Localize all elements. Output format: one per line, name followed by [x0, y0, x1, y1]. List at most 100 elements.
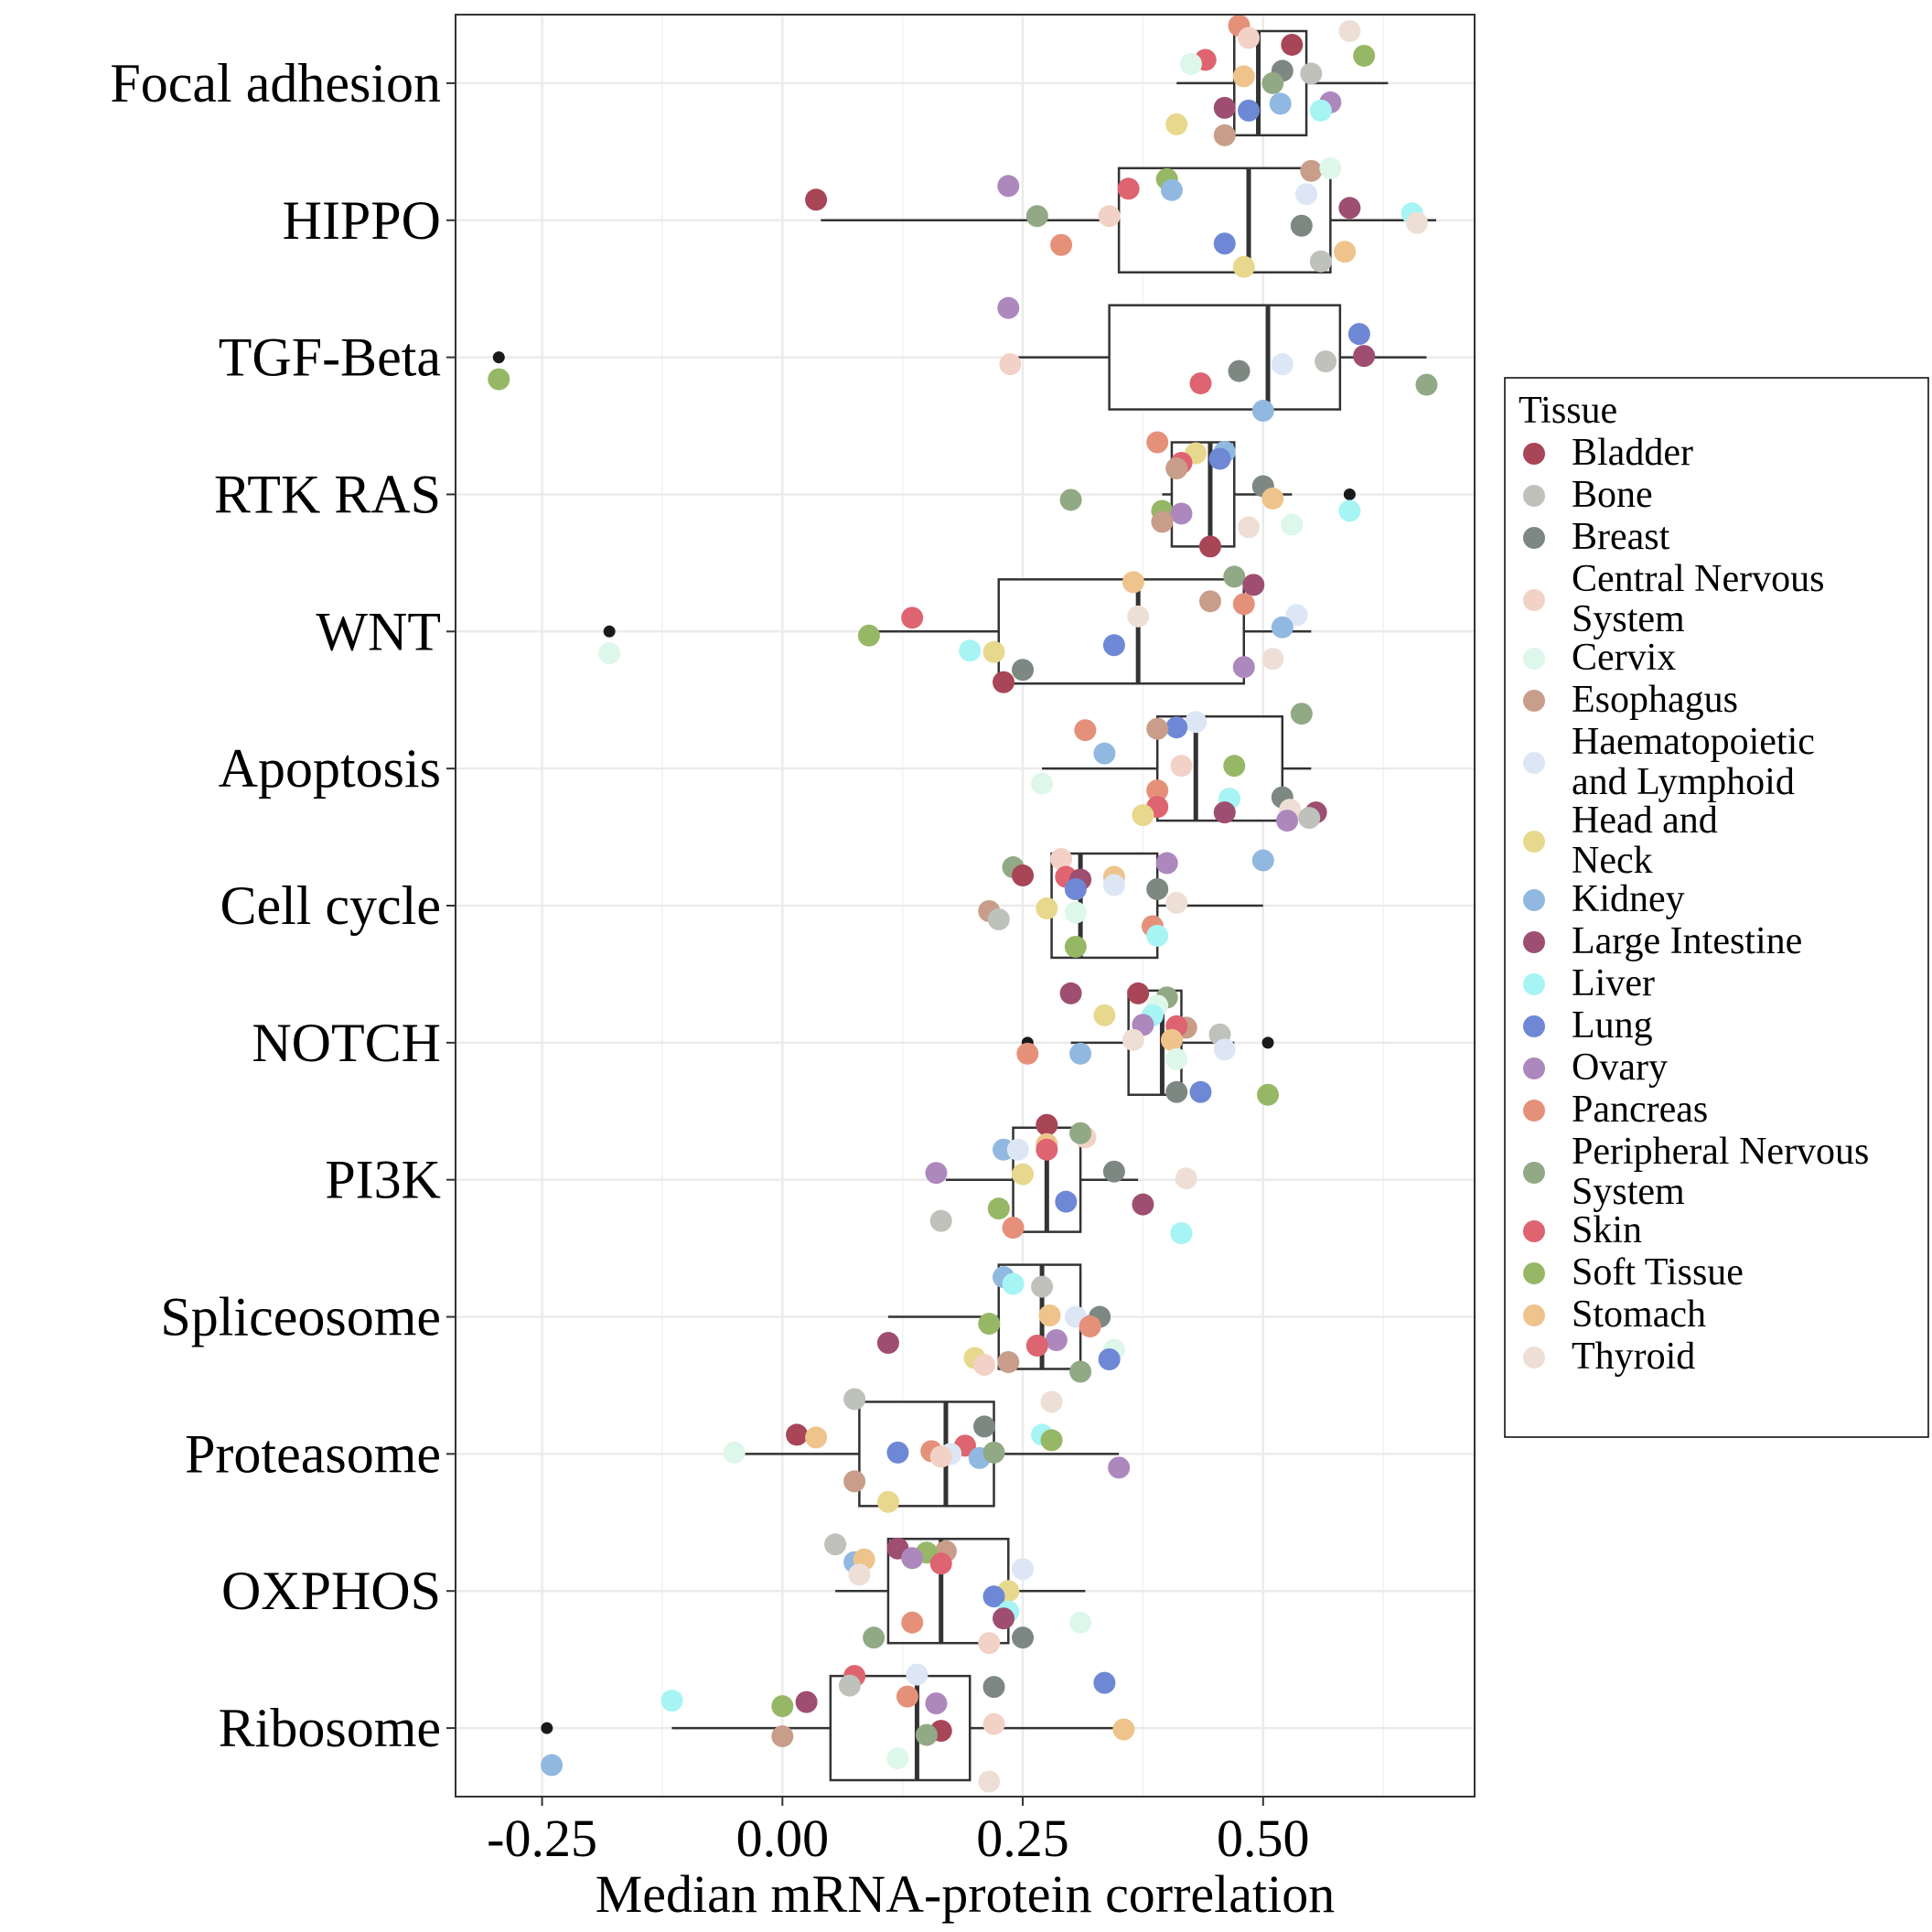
data-point [1315, 350, 1337, 373]
data-point [886, 1747, 909, 1770]
data-point [1031, 1275, 1054, 1298]
data-point [1012, 659, 1035, 682]
data-point [929, 1209, 952, 1232]
legend-key [1523, 889, 1545, 911]
legend-key [1523, 1304, 1545, 1326]
data-point [1127, 982, 1150, 1004]
data-point [929, 1552, 952, 1575]
x-axis-title: Median mRNA-protein correlation [596, 1864, 1336, 1924]
data-point [1251, 400, 1274, 423]
y-tick-label: PI3K [325, 1150, 441, 1210]
data-point [1064, 878, 1087, 901]
legend-entry: Large Intestine [1523, 920, 1802, 962]
data-point [1146, 878, 1169, 901]
data-point [1122, 1028, 1144, 1051]
data-point [1012, 1626, 1035, 1649]
data-point [982, 1712, 1005, 1735]
y-tick-label: RTK RAS [214, 464, 441, 524]
data-point [1281, 33, 1304, 56]
box [1108, 304, 1342, 411]
data-point [1165, 1047, 1188, 1070]
data-point [993, 671, 1015, 693]
data-point [906, 1663, 928, 1686]
legend-label: System [1572, 1171, 1685, 1213]
data-point [901, 1547, 924, 1570]
data-point [541, 1754, 564, 1776]
data-point [843, 1470, 866, 1493]
data-point [1165, 1080, 1188, 1103]
data-point [1242, 574, 1265, 596]
y-tick-label: OXPHOS [221, 1561, 441, 1621]
data-point [1132, 1193, 1154, 1216]
data-point [1353, 345, 1376, 368]
y-tick-label: WNT [316, 601, 441, 661]
data-point [1155, 852, 1178, 875]
data-point [1198, 535, 1221, 558]
legend-key [1523, 690, 1545, 712]
legend-key [1523, 1057, 1545, 1079]
x-tick-label: 0.50 [1217, 1809, 1310, 1868]
data-point [929, 1445, 952, 1468]
data-point [1285, 604, 1308, 627]
legend-entry: Kidney [1523, 878, 1685, 920]
data-point [1074, 719, 1097, 742]
data-point [925, 1162, 948, 1185]
data-point [1069, 1611, 1092, 1634]
legend-title: Tissue [1519, 390, 1617, 432]
data-point [1170, 502, 1193, 525]
data-point [1025, 1335, 1048, 1358]
x-axis: -0.25 0.00 0.25 0.50 [487, 1797, 1310, 1868]
data-point [1298, 807, 1321, 830]
legend-entry: Skin [1523, 1209, 1642, 1251]
data-point [1309, 99, 1332, 122]
legend-label: and Lymphoid [1572, 761, 1795, 803]
data-point [997, 175, 1020, 198]
data-point [1238, 99, 1261, 122]
legend-label: Pancreas [1572, 1089, 1708, 1131]
legend-label: Skin [1572, 1209, 1642, 1251]
data-point [1276, 810, 1299, 832]
data-point [1228, 360, 1250, 382]
data-point [1012, 1163, 1035, 1186]
legend-entry: Lung [1523, 1004, 1653, 1046]
data-point [786, 1423, 809, 1446]
legend-entry: Thyroid [1523, 1336, 1695, 1378]
legend-label: Kidney [1572, 878, 1685, 920]
data-point [1300, 62, 1323, 85]
data-point [1300, 159, 1323, 182]
data-point [1405, 211, 1428, 234]
data-point [1347, 323, 1370, 346]
data-point [1122, 571, 1144, 594]
legend-key [1523, 752, 1545, 774]
data-point [1295, 183, 1318, 206]
data-point [959, 639, 982, 662]
outlier-point [1261, 1036, 1274, 1049]
legend-label: System [1572, 598, 1685, 640]
data-point [1050, 233, 1073, 256]
data-point [1146, 717, 1169, 740]
y-tick-label: Proteasome [185, 1423, 441, 1484]
data-point [1069, 1122, 1092, 1144]
data-point [1319, 156, 1342, 179]
data-point [1208, 447, 1231, 470]
legend-key [1523, 931, 1545, 953]
data-point [1050, 848, 1073, 871]
data-point [1338, 19, 1361, 42]
data-point [1170, 1222, 1193, 1245]
data-point [1185, 711, 1208, 734]
x-tick-label: -0.25 [487, 1809, 597, 1868]
data-point [1093, 1004, 1116, 1026]
data-point [848, 1563, 871, 1586]
data-point [1002, 1272, 1025, 1295]
data-point [978, 1770, 1001, 1793]
data-point [1309, 250, 1332, 273]
legend-entry: Pancreas [1523, 1089, 1708, 1131]
legend-box [1504, 377, 1929, 1438]
legend-key [1523, 1347, 1545, 1368]
legend-key [1523, 831, 1545, 853]
data-point [1175, 1167, 1197, 1190]
y-tick-label: Apoptosis [219, 738, 441, 799]
legend-label: Stomach [1572, 1293, 1706, 1336]
legend-key [1523, 973, 1545, 995]
legend-label: Soft Tissue [1572, 1251, 1744, 1293]
